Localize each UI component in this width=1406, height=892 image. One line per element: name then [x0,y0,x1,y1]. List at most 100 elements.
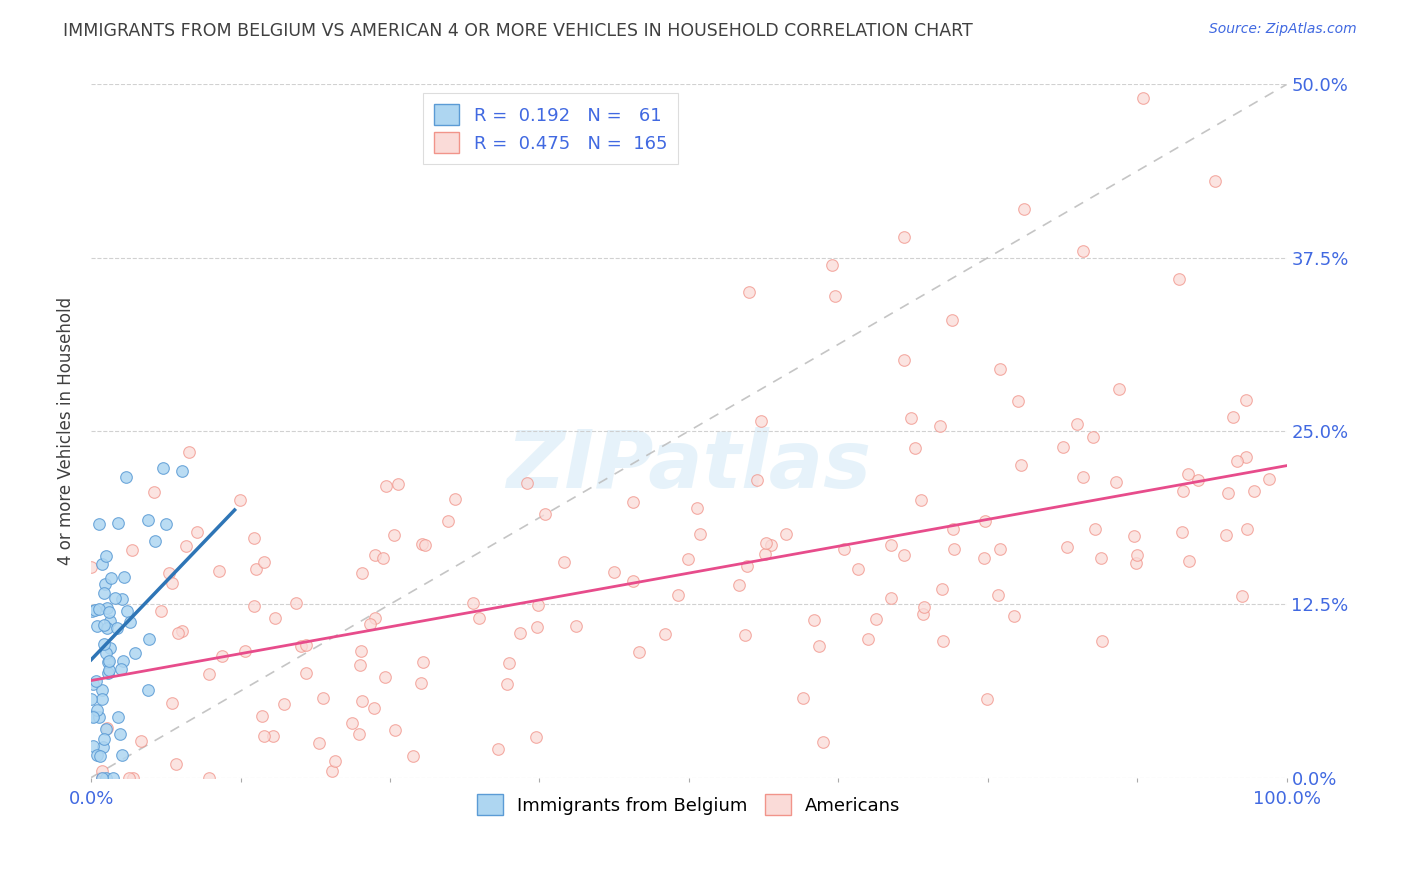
Point [82,709,104,723]
Point [80,559,103,574]
Point [727,577,749,591]
Point [508,626,530,640]
Point [1091,633,1114,648]
Point [82,739,104,753]
Point [250,709,273,723]
Point [761,538,783,552]
Point [80,604,103,618]
Point [602,566,624,580]
Point [931,634,953,648]
Point [412,655,434,669]
Point [832,542,855,557]
Point [1052,440,1074,454]
Point [120,615,142,630]
Point [375,479,398,493]
Point [93,617,115,632]
Point [111,747,134,762]
Point [91,771,114,785]
Point [666,588,689,602]
Point [1071,470,1094,484]
Point [97,663,120,677]
Point [82,709,104,723]
Point [100,571,122,585]
Text: ZIPatlas: ZIPatlas [506,426,872,505]
Point [387,476,409,491]
Point [1243,483,1265,498]
Text: IMMIGRANTS FROM BELGIUM VS AMERICAN 4 OR MORE VEHICLES IN HOUSEHOLD CORRELATION : IMMIGRANTS FROM BELGIUM VS AMERICAN 4 OR… [63,22,973,40]
Point [115,470,138,484]
Point [359,617,381,632]
Point [91,739,114,754]
Point [910,493,932,508]
Point [143,485,166,500]
Point [689,526,711,541]
Point [621,494,644,508]
Point [93,586,115,600]
Point [737,285,759,300]
Point [498,656,520,670]
Point [97,654,120,668]
Point [323,755,346,769]
Point [1125,556,1147,570]
Point [973,551,995,566]
Point [929,418,952,433]
Point [1216,486,1239,500]
Point [1257,472,1279,486]
Point [94,549,117,564]
Point [253,555,276,569]
Point [824,289,846,303]
Point [108,727,131,741]
Point [94,722,117,736]
Point [245,562,267,576]
Point [350,644,373,658]
Point [526,620,548,634]
Point [553,555,575,569]
Point [374,670,396,684]
Point [94,771,117,785]
Point [803,613,825,627]
Point [93,637,115,651]
Point [1232,589,1254,603]
Point [138,513,160,527]
Point [893,352,915,367]
Point [686,500,709,515]
Point [912,600,935,615]
Point [228,492,250,507]
Point [1066,417,1088,431]
Point [105,621,128,635]
Point [811,735,834,749]
Point [413,538,436,552]
Point [104,591,127,605]
Point [1108,383,1130,397]
Point [1204,174,1226,188]
Point [93,731,115,746]
Point [138,632,160,646]
Point [98,614,121,628]
Point [83,603,105,617]
Point [745,473,768,487]
Point [943,541,966,556]
Point [160,696,183,710]
Point [1123,529,1146,543]
Point [91,682,114,697]
Point [987,588,1010,602]
Point [900,411,922,425]
Point [96,601,118,615]
Point [988,361,1011,376]
Point [904,441,927,455]
Point [1004,609,1026,624]
Point [86,703,108,717]
Point [97,655,120,669]
Point [118,771,141,785]
Point [87,517,110,532]
Point [444,491,467,506]
Point [243,531,266,545]
Point [208,564,231,578]
Point [1171,483,1194,498]
Point [170,624,193,639]
Point [1073,244,1095,258]
Point [198,771,221,785]
Point [735,559,758,574]
Point [117,604,139,618]
Point [364,549,387,563]
